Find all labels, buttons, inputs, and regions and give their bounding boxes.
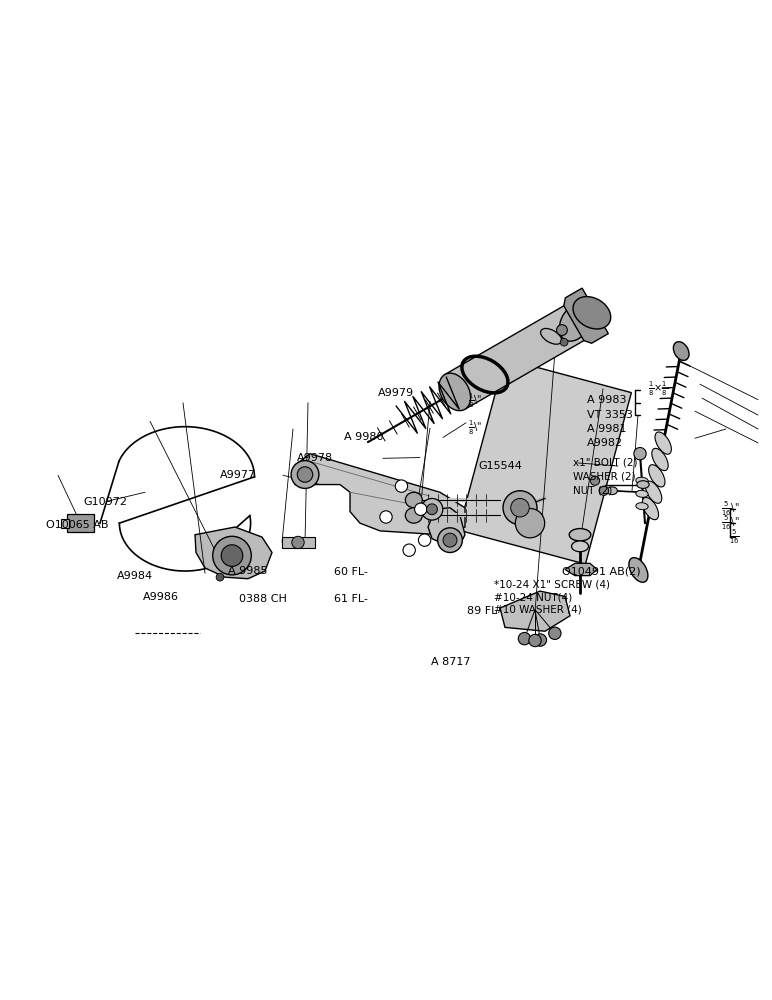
Circle shape: [216, 573, 224, 581]
Polygon shape: [295, 454, 465, 535]
Ellipse shape: [405, 508, 422, 523]
Circle shape: [438, 528, 462, 552]
Ellipse shape: [655, 432, 672, 454]
Text: #10 WASHER (4): #10 WASHER (4): [494, 605, 582, 615]
Polygon shape: [282, 537, 315, 548]
Text: 61 FL-: 61 FL-: [334, 594, 367, 604]
Polygon shape: [565, 563, 597, 576]
Text: *10-24 X1" SCREW (4): *10-24 X1" SCREW (4): [494, 580, 610, 590]
Text: A 9980: A 9980: [344, 432, 383, 442]
Text: A9977: A9977: [220, 470, 256, 480]
Circle shape: [415, 503, 427, 515]
Text: A9982: A9982: [587, 438, 623, 448]
Circle shape: [529, 634, 541, 647]
Text: $\frac{1}{8}$\": $\frac{1}{8}$\": [468, 419, 482, 437]
Polygon shape: [500, 591, 570, 631]
Ellipse shape: [629, 558, 648, 582]
Polygon shape: [67, 514, 94, 532]
Text: A 9983: A 9983: [587, 395, 626, 405]
Text: $\frac{1}{8}$\": $\frac{1}{8}$\": [468, 392, 482, 410]
Text: O10065 AB: O10065 AB: [46, 520, 109, 530]
Text: x1" BOLT (2): x1" BOLT (2): [573, 458, 638, 468]
Circle shape: [297, 467, 313, 482]
Circle shape: [549, 627, 561, 639]
Circle shape: [403, 544, 415, 556]
Circle shape: [418, 534, 431, 546]
Ellipse shape: [571, 541, 588, 552]
Ellipse shape: [637, 481, 649, 488]
Ellipse shape: [607, 487, 618, 495]
Circle shape: [222, 545, 243, 566]
Circle shape: [503, 491, 537, 525]
Circle shape: [380, 511, 392, 523]
Text: A9978: A9978: [297, 453, 334, 463]
Circle shape: [516, 508, 545, 538]
Polygon shape: [61, 519, 69, 528]
Circle shape: [395, 480, 408, 492]
Text: WASHER (2): WASHER (2): [573, 472, 635, 482]
Text: NUT (2): NUT (2): [573, 486, 612, 496]
Ellipse shape: [439, 373, 471, 411]
Text: 0388 CH: 0388 CH: [239, 594, 287, 604]
Text: VT 3353: VT 3353: [587, 410, 632, 420]
Circle shape: [443, 533, 457, 547]
Ellipse shape: [648, 465, 665, 487]
Ellipse shape: [652, 448, 669, 471]
Ellipse shape: [569, 529, 591, 541]
Ellipse shape: [560, 304, 591, 341]
Text: A9984: A9984: [117, 571, 154, 581]
Text: 60 FL-: 60 FL-: [334, 567, 367, 577]
Text: $\frac{5}{16}$\": $\frac{5}{16}$\": [721, 500, 740, 518]
Ellipse shape: [636, 503, 648, 510]
Text: A9979: A9979: [378, 388, 415, 398]
Polygon shape: [564, 288, 608, 343]
Circle shape: [422, 498, 443, 520]
Circle shape: [591, 476, 600, 485]
Circle shape: [291, 461, 319, 488]
Polygon shape: [459, 359, 631, 564]
Circle shape: [560, 338, 568, 346]
Text: 89 FL: 89 FL: [467, 606, 501, 616]
Text: G10972: G10972: [83, 497, 127, 507]
Ellipse shape: [636, 490, 648, 497]
Ellipse shape: [466, 359, 504, 390]
Text: $\frac{1}{8}$$\times$$\frac{1}{8}$: $\frac{1}{8}$$\times$$\frac{1}{8}$: [648, 380, 668, 398]
Polygon shape: [195, 527, 272, 579]
Circle shape: [599, 486, 608, 495]
Text: O10491 AB(2): O10491 AB(2): [562, 566, 641, 576]
Circle shape: [534, 634, 547, 646]
Circle shape: [557, 325, 567, 335]
Circle shape: [511, 498, 530, 517]
Ellipse shape: [645, 481, 662, 503]
Text: $\frac{5}{16}$\": $\frac{5}{16}$\": [721, 514, 740, 532]
Ellipse shape: [642, 497, 659, 520]
Text: #10-24 NUT(4): #10-24 NUT(4): [494, 592, 572, 602]
Ellipse shape: [573, 297, 611, 329]
Circle shape: [292, 536, 304, 549]
Circle shape: [518, 632, 530, 645]
Ellipse shape: [540, 328, 561, 344]
Text: A 9981: A 9981: [587, 424, 626, 434]
Circle shape: [427, 504, 438, 515]
Text: A9986: A9986: [143, 592, 179, 602]
Polygon shape: [445, 305, 585, 409]
Circle shape: [213, 536, 252, 575]
Text: $\frac{5}{16}$: $\frac{5}{16}$: [730, 528, 740, 546]
Ellipse shape: [636, 477, 648, 484]
Ellipse shape: [673, 342, 689, 360]
Polygon shape: [428, 508, 465, 545]
Text: A 8717: A 8717: [431, 657, 470, 667]
Text: A 9985: A 9985: [228, 566, 267, 576]
Circle shape: [634, 448, 646, 460]
Text: G15544: G15544: [479, 461, 523, 471]
Ellipse shape: [405, 492, 422, 508]
